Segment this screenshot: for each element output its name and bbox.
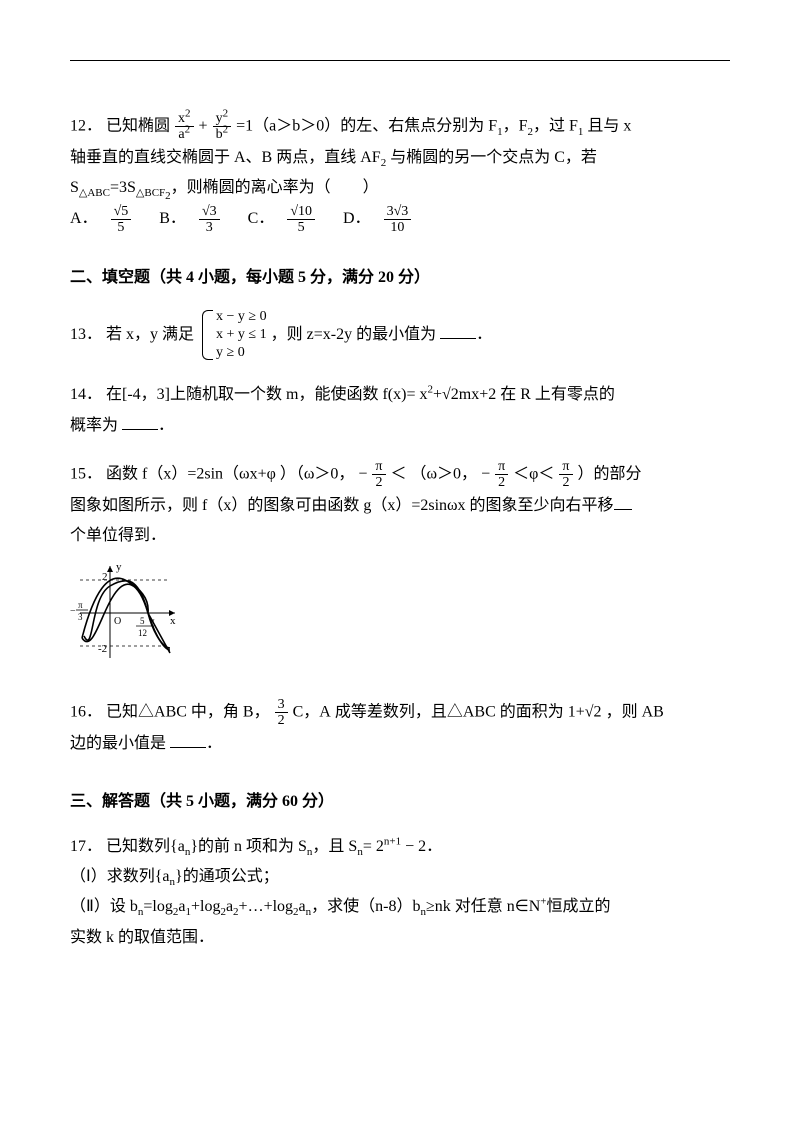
svg-text:12: 12 bbox=[138, 628, 147, 638]
y-axis-label: y bbox=[116, 561, 122, 573]
q-number: 13． bbox=[70, 326, 102, 343]
q-text: 已知△ABC 中，角 bbox=[106, 704, 239, 721]
svg-text:π: π bbox=[78, 600, 83, 610]
top-rule bbox=[70, 60, 730, 61]
fn-expr: f(x)= x2+√2mx+2 bbox=[382, 386, 496, 403]
question-13: 13． 若 x，y 满足 x − y ≥ 0 x + y ≤ 1 y ≥ 0 ，… bbox=[70, 308, 730, 363]
q-text: ，则椭圆的离心率为（ ） bbox=[171, 179, 379, 196]
option-b: B． √33 bbox=[159, 210, 235, 227]
frac-x2-a2: x2 a2 bbox=[175, 111, 194, 143]
svg-text:5: 5 bbox=[140, 616, 145, 626]
q-number: 16． bbox=[70, 704, 102, 721]
answer-blank bbox=[440, 322, 476, 339]
answer-blank bbox=[170, 731, 206, 748]
exam-page: 12． 已知椭圆 x2 a2 + y2 b2 =1（a＞b＞0）的左、右焦点分别… bbox=[0, 0, 800, 1011]
svg-text:3: 3 bbox=[78, 612, 83, 622]
q-text: ）的部分 bbox=[578, 466, 642, 483]
part-2: （Ⅱ）设 b bbox=[70, 898, 138, 915]
q-text: 在 R 上有零点的 bbox=[500, 386, 615, 403]
q-number: 17． bbox=[70, 838, 102, 855]
question-16: 16． 已知△ABC 中，角 B， 32 C，A 成等差数列，且△ABC 的面积… bbox=[70, 697, 730, 759]
svg-text:π: π bbox=[150, 616, 155, 626]
q-text: 已知数列{a bbox=[106, 838, 185, 855]
y-tick-2: 2 bbox=[102, 571, 108, 583]
x-axis-label: x bbox=[170, 615, 176, 627]
option-c: C． √105 bbox=[248, 210, 331, 227]
plus: + bbox=[199, 118, 208, 135]
q-text: ，则 z=x-2y 的最小值为 bbox=[271, 326, 436, 343]
frac-y2-b2: y2 b2 bbox=[213, 111, 232, 143]
question-17: 17． 已知数列{an}的前 n 项和为 Sn，且 Sn= 2n+1 − 2． … bbox=[70, 832, 730, 954]
svg-text:−: − bbox=[70, 606, 76, 617]
area-val: 1+√2 bbox=[568, 704, 602, 721]
q-text: 边的最小值是 bbox=[70, 735, 166, 752]
q-text: 个单位得到． bbox=[70, 521, 730, 551]
section-2-title: 二、填空题（共 4 小题，每小题 5 分，满分 20 分） bbox=[70, 263, 730, 293]
q-text: =1（a＞b＞0）的左、右焦点分别为 F bbox=[236, 118, 497, 135]
options: A． √55 B． √33 C． √105 D． 3√310 bbox=[70, 204, 730, 236]
q-text: 在[-4，3]上随机取一个数 m，能使函数 bbox=[106, 386, 378, 403]
q-text: 图象如图所示，则 f（x）的图象可由函数 g（x）=2sinωx 的图象至少向右… bbox=[70, 497, 614, 514]
q-number: 15． bbox=[70, 466, 102, 483]
sn-expr: Sn= 2n+1 − 2 bbox=[348, 838, 426, 855]
area-cond: S△ABC=3S△BCF2 bbox=[70, 179, 171, 196]
answer-blank bbox=[122, 413, 158, 430]
part-1: （Ⅰ）求数列{a bbox=[70, 868, 170, 885]
q-text: ，则 AB bbox=[606, 704, 664, 721]
q-text: 成等差数列，且△ABC 的面积为 bbox=[335, 704, 564, 721]
question-12: 12． 已知椭圆 x2 a2 + y2 b2 =1（a＞b＞0）的左、右焦点分别… bbox=[70, 111, 730, 235]
y-tick-neg2: -2 bbox=[98, 643, 107, 655]
sine-graph: 2 -2 O y x π 3 − 5 12 π bbox=[70, 558, 730, 679]
section-3-title: 三、解答题（共 5 小题，满分 60 分） bbox=[70, 787, 730, 817]
frac-3-2: 32 bbox=[275, 697, 288, 729]
option-d: D． 3√310 bbox=[343, 210, 427, 227]
part-2-cont: 实数 k 的取值范围． bbox=[70, 923, 730, 953]
q-number: 14． bbox=[70, 386, 102, 403]
question-15: 15． 函数 f（x）=2sin（ωx+φ ）（ω＞0， − π2 ＜ （ω＞0… bbox=[70, 459, 730, 679]
question-14: 14． 在[-4，3]上随机取一个数 m，能使函数 f(x)= x2+√2mx+… bbox=[70, 380, 730, 441]
q-text: 若 x，y 满足 bbox=[106, 326, 194, 343]
q-text: 概率为 bbox=[70, 417, 118, 434]
q-number: 12． bbox=[70, 118, 102, 135]
answer-blank bbox=[614, 493, 632, 510]
q-text: 已知椭圆 bbox=[106, 118, 170, 135]
inequality-system: x − y ≥ 0 x + y ≤ 1 y ≥ 0 bbox=[202, 308, 267, 363]
origin-label: O bbox=[114, 616, 121, 627]
option-a: A． √55 bbox=[70, 210, 147, 227]
frac-pi-2: π2 bbox=[372, 459, 385, 491]
q-text: 函数 f（x）=2sin（ωx+φ bbox=[106, 466, 276, 483]
q-text: 轴垂直的直线交椭圆于 A、B 两点，直线 AF bbox=[70, 149, 381, 166]
